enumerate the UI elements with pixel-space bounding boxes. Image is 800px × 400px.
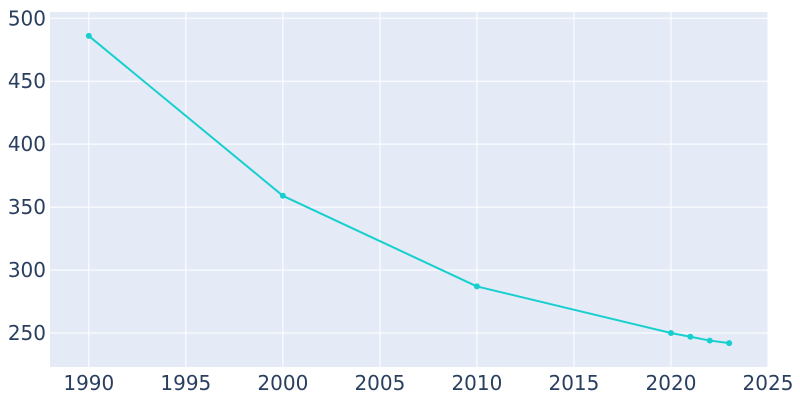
x-tick-label: 1990 — [63, 371, 114, 395]
x-tick-label: 2015 — [548, 371, 599, 395]
y-tick-label: 450 — [8, 69, 46, 93]
x-tick-label: 2025 — [743, 371, 794, 395]
data-point[interactable] — [473, 283, 480, 290]
x-tick-label: 2005 — [354, 371, 405, 395]
y-tick-label: 250 — [8, 321, 46, 345]
x-tick-label: 1995 — [160, 371, 211, 395]
series-layer — [85, 32, 733, 347]
y-tick-label: 300 — [8, 258, 46, 282]
plot-background — [50, 12, 768, 367]
x-axis-ticks: 1990 1995 2000 2005 2010 2015 2020 2025 — [63, 371, 793, 395]
grid-lines — [50, 12, 769, 367]
y-axis-ticks: 250 300 350 400 450 500 — [8, 6, 46, 345]
x-tick-label: 2000 — [257, 371, 308, 395]
y-tick-label: 400 — [8, 132, 46, 156]
data-point[interactable] — [687, 333, 694, 340]
data-point[interactable] — [706, 337, 713, 344]
data-point[interactable] — [279, 192, 286, 199]
y-tick-label: 500 — [8, 6, 46, 30]
data-point[interactable] — [85, 32, 92, 39]
x-tick-label: 2010 — [451, 371, 502, 395]
y-tick-label: 350 — [8, 195, 46, 219]
x-tick-label: 2020 — [646, 371, 697, 395]
data-point[interactable] — [667, 330, 674, 337]
data-point[interactable] — [726, 340, 733, 347]
